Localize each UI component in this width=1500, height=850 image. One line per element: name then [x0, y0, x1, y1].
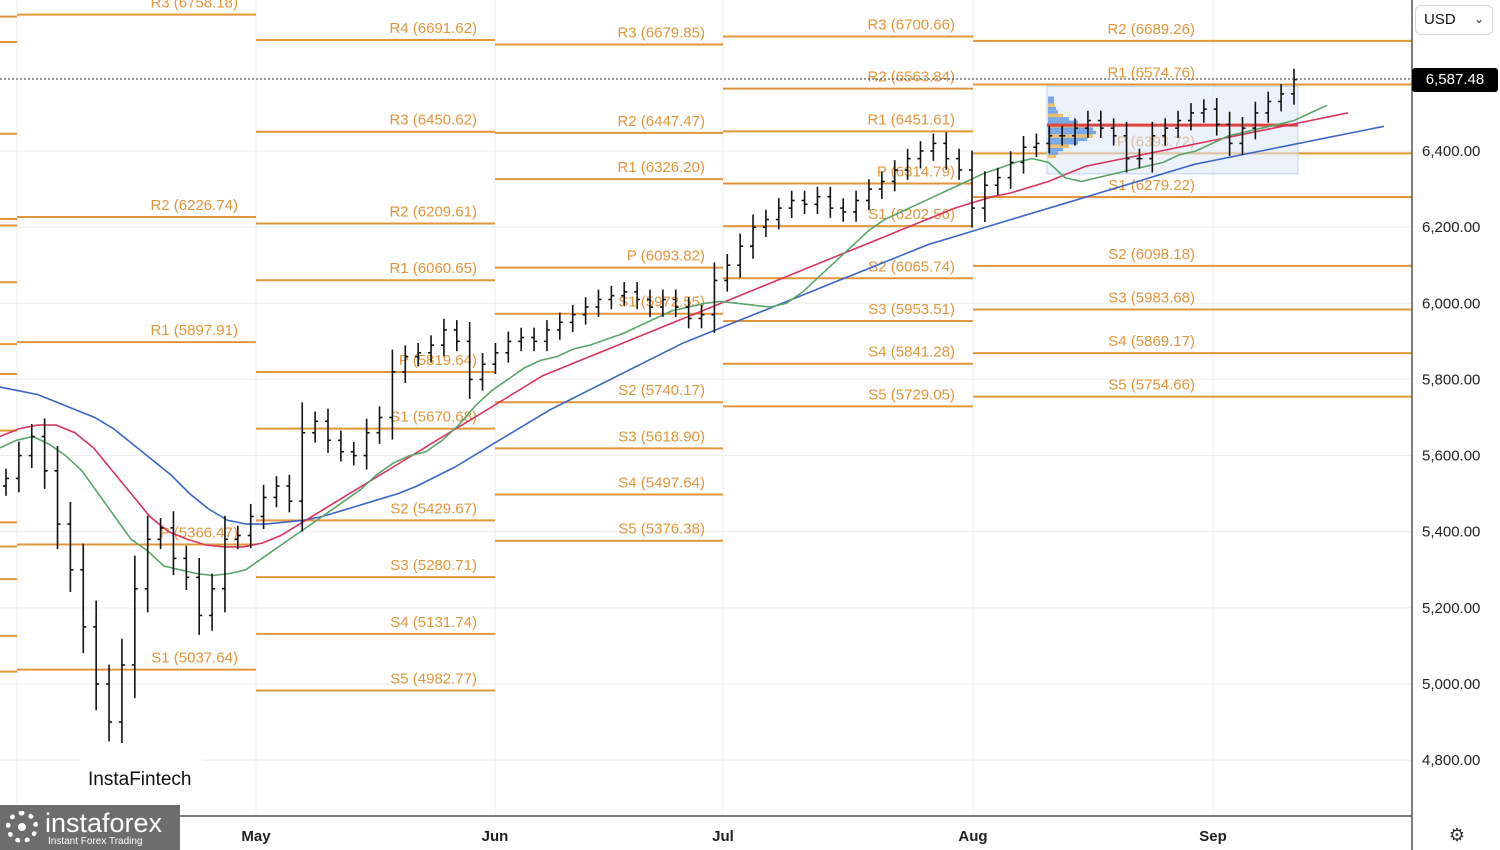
price-tick-label: 5,400.00	[1422, 524, 1480, 541]
pivot-label: S3 (5280.71)	[390, 557, 477, 574]
pivot-label: R2 (6689.26)	[1107, 21, 1195, 38]
pivot-label: S1 (5972.55)	[618, 294, 705, 311]
pivot-label: S5 (5376.38)	[618, 521, 705, 538]
volume-profile-bin	[1048, 127, 1093, 131]
volume-profile-bin	[1048, 144, 1069, 148]
pivot-label: S5 (4982.77)	[390, 671, 477, 688]
pivot-label: R2 (6447.47)	[617, 113, 705, 130]
volume-profile-bin	[1048, 99, 1054, 104]
pivot-label: R2 (6563.84)	[867, 69, 955, 86]
pivot-label: S2 (6065.74)	[868, 258, 955, 275]
month-tick-label: Sep	[1199, 828, 1227, 845]
watermark-text: InstaFintech	[88, 769, 192, 790]
pivot-label: S2 (6098.18)	[1108, 246, 1195, 263]
pivot-label: P (6314.79)	[877, 163, 955, 180]
pivot-label: S4 (5131.74)	[390, 614, 477, 631]
last-price-tag: 6,587.48	[1412, 68, 1498, 92]
pivot-label: R3 (6450.62)	[389, 112, 477, 129]
month-tick-label: Jul	[712, 828, 734, 845]
volume-profile-bin	[1048, 134, 1093, 138]
pivot-label: S4 (5497.64)	[618, 475, 705, 492]
pivot-label: S2 (5429.67)	[390, 500, 477, 517]
pivot-label: R3 (6758.18)	[150, 0, 238, 12]
pivot-label: S1 (6279.22)	[1108, 177, 1195, 194]
price-axis[interactable]: 4,800.00 5,000.00 5,200.00 5,400.00 5,600.00…	[1422, 143, 1480, 769]
pivot-label: R1 (6451.61)	[867, 111, 955, 128]
time-axis[interactable]: May Jun Jul Aug Sep	[241, 828, 1226, 845]
pivot-label: S4 (5841.28)	[868, 344, 955, 361]
pivot-label: S1 (5037.64)	[151, 650, 238, 667]
pivot-label: S1 (6202.56)	[868, 206, 955, 223]
pivot-label: R1 (5897.91)	[150, 322, 238, 339]
pivot-label: P (5819.64)	[399, 352, 477, 369]
logo-name: instaforex	[45, 808, 163, 838]
ohlc-bars	[3, 68, 1297, 749]
month-tick-label: Jun	[482, 828, 509, 845]
volume-profile-bin	[1048, 154, 1056, 159]
volume-profile-bin	[1048, 110, 1058, 114]
chevron-down-icon: ⌄	[1473, 12, 1484, 26]
price-tick-label: 4,800.00	[1422, 752, 1480, 769]
volume-profile-bin	[1048, 117, 1069, 121]
price-tick-label: 5,600.00	[1422, 448, 1480, 465]
watermark-box: InstaFintech	[80, 743, 203, 805]
pivot-label: R4 (6691.62)	[389, 20, 477, 37]
pivot-label: R1 (6060.65)	[389, 260, 477, 277]
volume-profile-bin	[1048, 120, 1078, 124]
pivot-label: R2 (6226.74)	[150, 197, 238, 214]
pivot-label: R1 (6326.20)	[617, 159, 705, 176]
volume-profile-bin	[1048, 137, 1087, 142]
grid-lines	[0, 0, 1412, 816]
pivot-label: S3 (5953.51)	[868, 301, 955, 318]
pivot-label: S3 (5618.90)	[618, 428, 705, 445]
month-tick-label: May	[241, 828, 271, 845]
volume-profile-bin	[1048, 151, 1058, 155]
price-tick-label: 5,800.00	[1422, 371, 1480, 388]
pivot-label: R1 (6574.76)	[1107, 64, 1195, 81]
price-tick-label: 5,200.00	[1422, 600, 1480, 617]
volume-profile-bin	[1048, 147, 1063, 152]
gear-logo-icon	[6, 811, 38, 843]
logo-tagline: Instant Forex Trading	[48, 836, 143, 847]
pivot-label: R2 (6209.61)	[389, 203, 477, 220]
pivot-label: S2 (5740.17)	[618, 382, 705, 399]
volume-profile-bin	[1048, 96, 1054, 100]
volume-profile-bin	[1048, 130, 1096, 135]
pivot-levels: R3 (6758.18) R2 (6226.74) R1 (5897.91) P (5…	[0, 0, 1412, 692]
pivot-label: P (6093.82)	[627, 248, 705, 265]
pivot-label: S5 (5754.66)	[1108, 377, 1195, 394]
gear-settings-icon[interactable]: ⚙	[1448, 825, 1466, 845]
price-tick-label: 5,000.00	[1422, 676, 1480, 693]
volume-profile-bin	[1048, 141, 1078, 145]
volume-profile-bin	[1048, 113, 1063, 118]
pivot-label: R3 (6679.85)	[617, 24, 705, 41]
pivot-label: S3 (5983.68)	[1108, 289, 1195, 306]
month-tick-label: Aug	[958, 828, 987, 845]
currency-label: USD	[1424, 11, 1456, 28]
sma-slow-line	[0, 125, 1385, 525]
volume-profile-bin	[1048, 103, 1055, 107]
price-tick-label: 6,200.00	[1422, 219, 1480, 236]
pivot-label: S4 (5869.17)	[1108, 333, 1195, 350]
price-tick-label: 6,000.00	[1422, 295, 1480, 312]
pivot-label: S1 (5670.68)	[390, 409, 477, 426]
currency-selector[interactable]: USD ⌄	[1415, 5, 1493, 35]
pivot-label: R3 (6700.66)	[867, 17, 955, 34]
instaforex-logo: instaforex Instant Forex Trading	[0, 805, 180, 850]
pivot-label: P (5366.47)	[160, 524, 238, 541]
price-tick-label: 6,400.00	[1422, 143, 1480, 160]
pivot-label: S5 (5729.05)	[868, 386, 955, 403]
volume-profile-bin	[1048, 106, 1056, 111]
